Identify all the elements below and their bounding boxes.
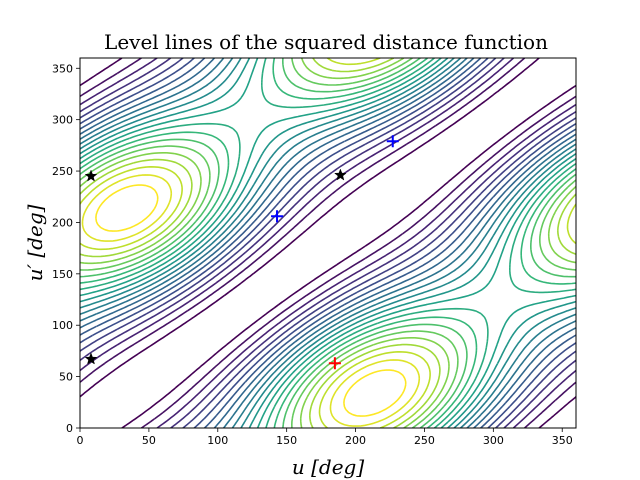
contour-level-line bbox=[80, 58, 576, 428]
contour-level-line bbox=[80, 58, 576, 428]
x-tick-label: 200 bbox=[345, 434, 366, 447]
y-tick-label: 50 bbox=[59, 371, 73, 384]
contour-level-line bbox=[80, 58, 576, 428]
y-tick-label: 150 bbox=[52, 268, 73, 281]
x-tick-label: 100 bbox=[207, 434, 228, 447]
star-marker bbox=[84, 169, 98, 182]
y-tick-label: 100 bbox=[52, 319, 73, 332]
markers bbox=[84, 135, 399, 370]
x-tick-label: 250 bbox=[414, 434, 435, 447]
plus-marker bbox=[328, 357, 341, 370]
star-marker bbox=[84, 352, 98, 365]
x-axis-label: u [deg] bbox=[292, 455, 364, 479]
contour-level-line bbox=[80, 58, 576, 428]
y-tick-label: 250 bbox=[52, 165, 73, 178]
y-axis-label: u′ [deg] bbox=[23, 204, 47, 281]
contour-level-line bbox=[80, 58, 576, 428]
contour-level-line bbox=[95, 184, 407, 417]
plus-marker bbox=[271, 210, 284, 223]
contour-level-line bbox=[81, 174, 421, 427]
contour-level-line bbox=[80, 58, 576, 428]
chart-title: Level lines of the squared distance func… bbox=[104, 30, 548, 54]
x-tick-label: 300 bbox=[483, 434, 504, 447]
y-tick-label: 200 bbox=[52, 216, 73, 229]
plus-marker bbox=[386, 135, 399, 148]
y-tick-label: 0 bbox=[66, 422, 73, 435]
x-tick-label: 0 bbox=[77, 434, 84, 447]
y-axis: 0 50 100 150 200 250 300 350 bbox=[52, 62, 80, 435]
contour-level-line bbox=[80, 58, 576, 428]
x-tick-label: 350 bbox=[552, 434, 573, 447]
star-marker bbox=[334, 168, 347, 181]
x-tick-label: 150 bbox=[276, 434, 297, 447]
y-tick-label: 300 bbox=[52, 114, 73, 127]
contour-lines bbox=[80, 58, 576, 428]
x-axis: 0 50 100 150 200 250 300 350 bbox=[77, 428, 573, 447]
contour-level-line bbox=[80, 58, 576, 428]
y-tick-label: 350 bbox=[52, 62, 73, 75]
x-tick-label: 50 bbox=[142, 434, 156, 447]
contour-level-line bbox=[80, 58, 576, 428]
contour-level-line bbox=[80, 58, 576, 428]
contour-level-line bbox=[80, 58, 576, 428]
plot-frame bbox=[79, 57, 577, 429]
